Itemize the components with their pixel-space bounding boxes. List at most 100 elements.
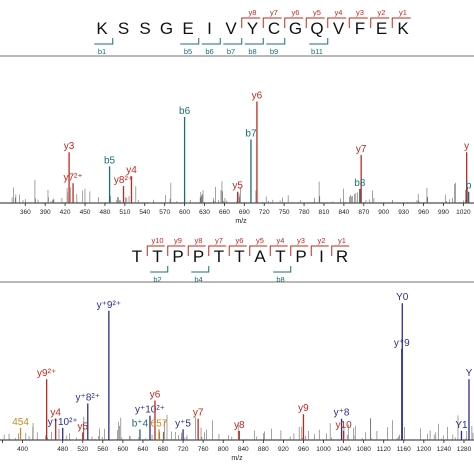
peak-label: y⁺9²⁺ <box>97 300 121 311</box>
peak-label: Y <box>466 368 473 379</box>
y-ion-label: y6 <box>236 236 244 245</box>
y-ion-bracket <box>249 245 268 256</box>
x-tick-label: 880 <box>258 446 269 453</box>
x-tick-label: 870 <box>358 209 369 216</box>
sequence-letter: A <box>254 247 266 266</box>
y-ion-bracket <box>167 245 186 256</box>
x-tick-label: 640 <box>138 446 149 453</box>
x-axis-label-2: m/z <box>231 455 243 462</box>
peak-label: y⁺10²⁺ <box>48 417 78 428</box>
peak-label: y6 <box>252 90 263 101</box>
y-ion-bracket <box>290 245 309 256</box>
y-ion-label: y6 <box>292 8 300 17</box>
sequence-letter: F <box>355 19 365 38</box>
y-ion-label: y9 <box>174 236 182 245</box>
sequence-letter: I <box>319 247 324 266</box>
y-ion-label: y7 <box>270 8 278 17</box>
sequence-letter: T <box>234 247 244 266</box>
peak-label: y3 <box>64 141 75 152</box>
b-ion-bracket <box>273 266 292 273</box>
y-ion-bracket <box>187 245 206 256</box>
b-ion-bracket <box>223 38 243 45</box>
x-tick-label: 920 <box>278 446 289 453</box>
y-ion-bracket <box>331 245 350 256</box>
spectrum-2: y⁺9²⁺y9²⁺y⁺8²⁺y4y⁺10²⁺454 y5y⁺10²⁺y6b⁺4 65… <box>0 281 474 453</box>
x-tick-label: 800 <box>218 446 229 453</box>
peak-label: y8 <box>234 420 245 431</box>
sequence-letter: I <box>207 19 212 38</box>
x-tick-label: 690 <box>239 209 250 216</box>
x-tick-label: 540 <box>139 209 150 216</box>
y-ion-bracket <box>208 245 227 256</box>
x-tick-label: 840 <box>238 446 249 453</box>
sequence-letter: G <box>289 19 302 38</box>
peak-label: y6 <box>150 389 161 400</box>
b-ion-bracket <box>244 38 264 45</box>
peak-label: y⁺8²⁺ <box>76 393 100 404</box>
sequence-letter: T <box>214 247 224 266</box>
peak-label: b7 <box>245 129 257 140</box>
x-tick-label: 420 <box>60 209 71 216</box>
peak-label: y7²⁺ <box>63 172 82 183</box>
x-tick-label: 1160 <box>397 446 411 453</box>
x-axis-label-1: m/z <box>235 218 247 225</box>
y-ion-bracket <box>370 17 390 28</box>
sequence-letter: K <box>397 19 409 38</box>
x-tick-label: 960 <box>298 446 309 453</box>
b-ion-label: b4 <box>194 275 202 284</box>
sequence-letter: Q <box>310 19 323 38</box>
peak-label: y8²⁺ <box>114 175 133 186</box>
peak-label: y⁺5 <box>175 418 191 429</box>
sequence-letter: V <box>225 19 237 38</box>
sequence-letter: S <box>139 19 150 38</box>
sequence-letter: R <box>336 247 348 266</box>
b-ion-label: b7 <box>227 47 235 56</box>
b-ion-bracket <box>150 266 169 273</box>
b-ion-bracket <box>180 38 200 45</box>
y-ion-bracket <box>262 17 282 28</box>
peak-label: y4 <box>50 408 61 419</box>
x-tick-label: 1200 <box>417 446 432 453</box>
b-ion-bracket <box>309 38 329 45</box>
x-tick-label: 990 <box>438 209 449 216</box>
b-ion-bracket <box>266 38 286 45</box>
x-tick-label: 1000 <box>316 446 331 453</box>
x-tick-label: 930 <box>398 209 409 216</box>
x-tick-label: 1080 <box>356 446 371 453</box>
x-tick-label: 760 <box>198 446 209 453</box>
peak-label: y7 <box>356 144 367 155</box>
x-tick-label: 480 <box>57 446 68 453</box>
x-tick-label: 840 <box>338 209 349 216</box>
y-ion-bracket <box>241 17 261 28</box>
b-ion-label: b6 <box>205 47 213 56</box>
b-ion-bracket <box>94 38 114 45</box>
y-ion-label: y4 <box>277 236 285 245</box>
y-ion-label: y1 <box>399 8 407 17</box>
peak-label: y⁺8 <box>334 408 350 419</box>
peak-label: y⁺10²⁺ <box>135 405 165 416</box>
x-tick-label: 1280 <box>457 446 472 453</box>
x-tick-label: 360 <box>20 209 31 216</box>
sequence-letter: P <box>295 247 306 266</box>
x-tick-label: 1040 <box>336 446 351 453</box>
y-ion-bracket <box>327 17 347 28</box>
y-ion-bracket <box>284 17 304 28</box>
y-ion-label: y5 <box>313 8 321 17</box>
y-ion-bracket <box>310 245 329 256</box>
peak-label: y⁺9 <box>394 338 410 349</box>
x-tick-label: 900 <box>378 209 389 216</box>
x-tick-label: 1020 <box>456 209 471 216</box>
sequence-letter: G <box>160 19 173 38</box>
x-tick-label: 570 <box>159 209 170 216</box>
x-tick-label: 630 <box>199 209 210 216</box>
y-ion-bracket <box>228 245 247 256</box>
y-ion-label: y4 <box>335 8 343 17</box>
x-tick-label: 400 <box>17 446 28 453</box>
x-tick-label: 600 <box>179 209 190 216</box>
x-tick-label: 480 <box>99 209 110 216</box>
x-tick-label: 720 <box>178 446 189 453</box>
peak-label: b8 <box>354 178 366 189</box>
